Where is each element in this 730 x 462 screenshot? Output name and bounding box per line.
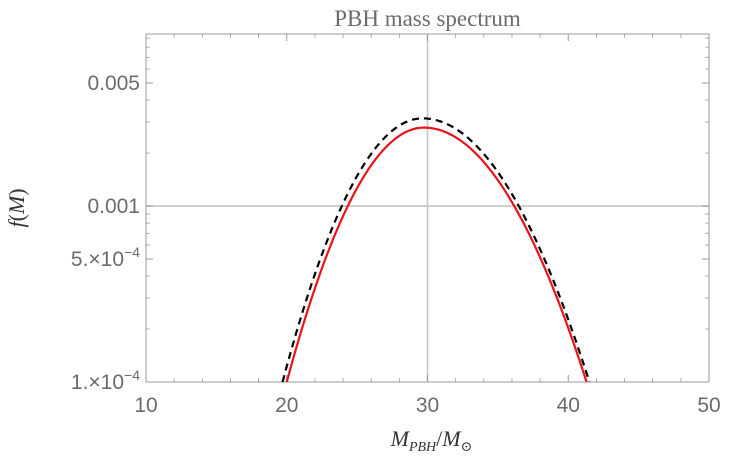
y-tick-label: 0.001 xyxy=(87,195,140,218)
x-tick-label: 20 xyxy=(275,394,298,417)
y-tick-label: 0.005 xyxy=(87,72,140,95)
x-axis-label: MPBH/M⊙ xyxy=(390,426,473,455)
x-tick-label: 40 xyxy=(557,394,580,417)
series-dashed-curve xyxy=(281,117,591,383)
tick-marks xyxy=(145,34,710,383)
gridlines xyxy=(146,34,709,382)
x-tick-label: 30 xyxy=(416,394,439,417)
y-tick-label: 1.×10−4 xyxy=(71,367,140,394)
data-series xyxy=(281,117,591,383)
x-tick-label: 10 xyxy=(134,394,157,417)
y-axis-label: f(M) xyxy=(4,188,29,227)
y-tick-labels: 1.×10−4 5.×10−4 0.001 0.005 xyxy=(71,72,140,394)
y-tick-label: 5.×10−4 xyxy=(71,244,140,271)
chart-title: PBH mass spectrum xyxy=(334,6,521,31)
series-solid-curve xyxy=(285,126,588,383)
x-tick-labels: 10 20 30 40 50 xyxy=(134,394,720,417)
x-tick-label: 50 xyxy=(697,394,720,417)
